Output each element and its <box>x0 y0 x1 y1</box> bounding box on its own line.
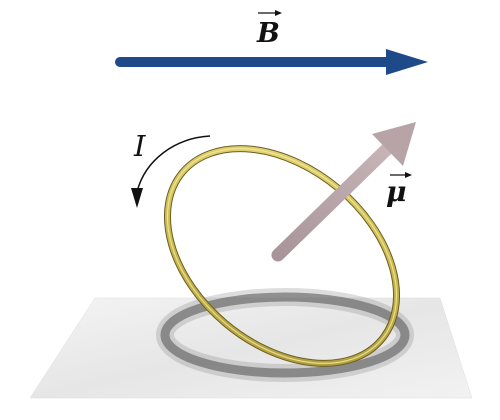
current-label: I <box>133 129 146 163</box>
svg-text:μ: μ <box>386 175 407 208</box>
moment-label: μ <box>386 172 412 208</box>
loop-shadow <box>160 292 410 378</box>
loop-shadow-soft <box>156 288 414 382</box>
moment-arrow-icon <box>271 122 416 262</box>
current-direction-icon <box>131 135 211 208</box>
field-arrow-icon <box>115 49 428 75</box>
field-label: B <box>256 10 282 49</box>
svg-text:B: B <box>256 18 280 49</box>
